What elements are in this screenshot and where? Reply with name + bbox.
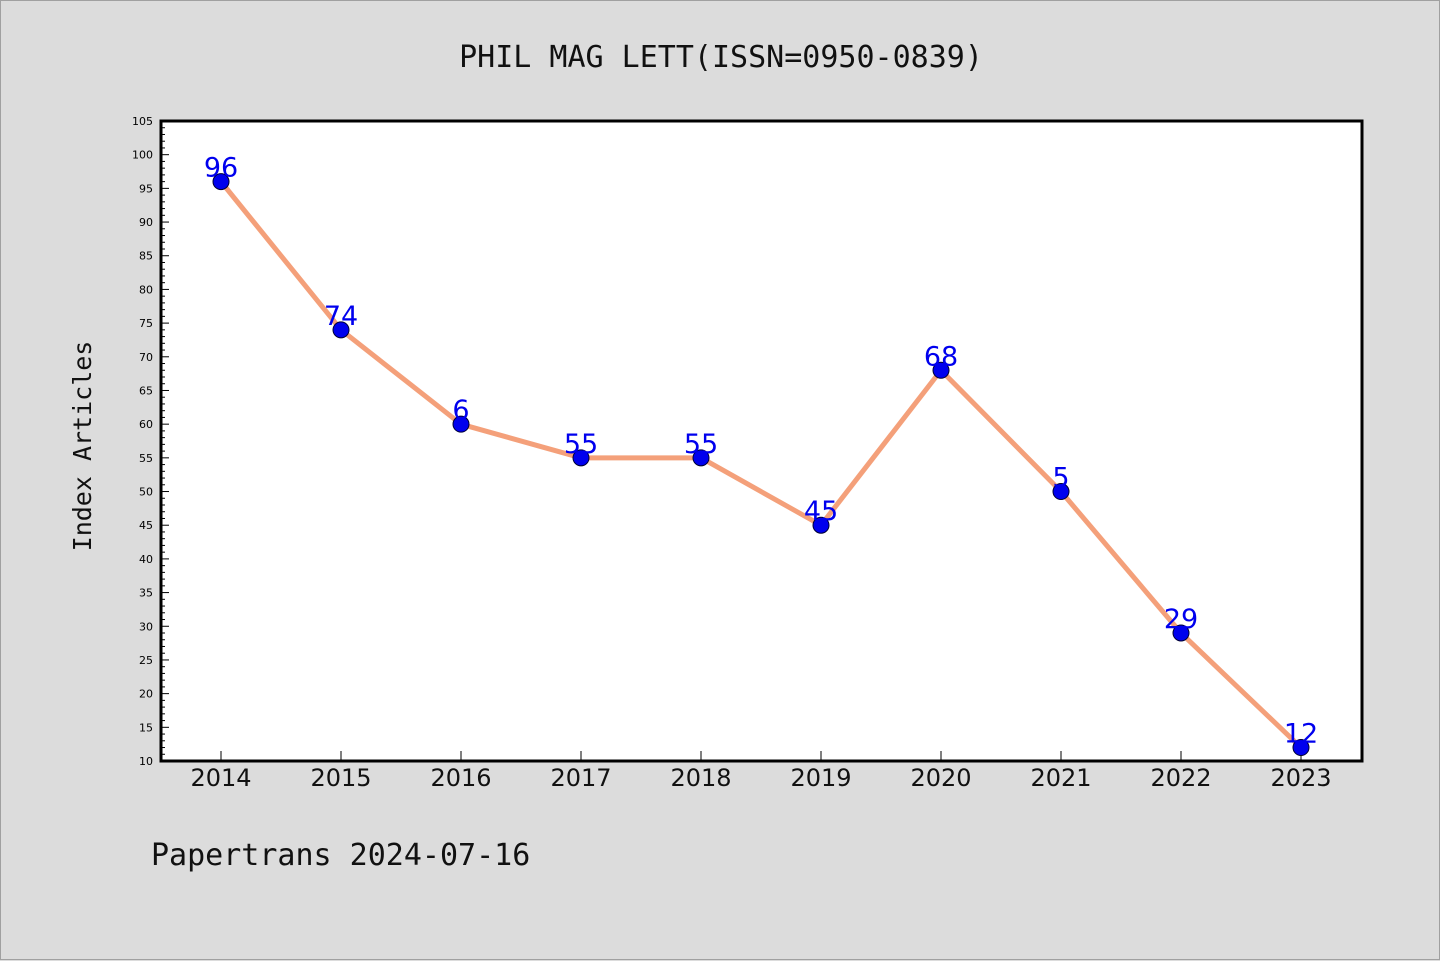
- y-tick-label: 30: [139, 620, 153, 633]
- y-tick-label: 95: [139, 182, 153, 195]
- data-point: [332, 321, 350, 339]
- x-tick-label: 2021: [1030, 764, 1091, 792]
- data-label: 29: [1164, 604, 1198, 635]
- data-label: 96: [204, 153, 238, 184]
- data-label: 5: [1052, 463, 1069, 494]
- marker-group: [212, 173, 1310, 757]
- footer-text: Papertrans 2024-07-16: [151, 838, 530, 873]
- x-tick-label: 2020: [910, 764, 971, 792]
- data-point: [812, 516, 830, 534]
- data-label: 68: [924, 341, 958, 372]
- y-tick-label: 80: [139, 283, 153, 296]
- y-tick-label: 45: [139, 519, 153, 532]
- y-tick-label: 65: [139, 384, 153, 397]
- data-point: [692, 449, 710, 467]
- y-tick-label: 90: [139, 216, 153, 229]
- data-label: 12: [1284, 719, 1318, 750]
- y-tick-label: 100: [132, 149, 153, 162]
- data-point: [452, 415, 470, 433]
- y-tick-label: 40: [139, 553, 153, 566]
- data-point: [1052, 483, 1070, 501]
- x-tick-label: 2016: [430, 764, 491, 792]
- x-axis-ticks: 2014 2015 2016 2017 2018 2019 2020 2021 2022 2023: [190, 751, 1332, 792]
- data-point: [212, 173, 230, 191]
- y-tick-label: 35: [139, 587, 153, 600]
- data-point: [1292, 739, 1310, 757]
- plot-area: [161, 121, 1362, 761]
- data-label: 55: [564, 429, 598, 460]
- data-label: 74: [324, 301, 358, 332]
- y-axis-label: Index Articles: [68, 341, 97, 552]
- x-tick-label: 2017: [550, 764, 611, 792]
- x-tick-label: 2019: [790, 764, 851, 792]
- y-tick-label: 60: [139, 418, 153, 431]
- y-tick-label: 105: [132, 115, 153, 128]
- y-tick-label: 25: [139, 654, 153, 667]
- x-tick-label: 2023: [1270, 764, 1331, 792]
- data-label: 6: [452, 395, 469, 426]
- data-label: 45: [804, 496, 838, 527]
- x-tick-label: 2014: [190, 764, 251, 792]
- y-tick-label: 55: [139, 452, 153, 465]
- series-line-group: [218, 179, 1304, 751]
- plot-border: [159, 119, 1364, 763]
- data-label-group: 96 74 6 55 55 45 68 5 29 12: [204, 153, 1318, 750]
- data-point: [1172, 624, 1190, 642]
- y-tick-label: 20: [139, 688, 153, 701]
- x-tick-label: 2022: [1150, 764, 1211, 792]
- y-tick-label: 10: [139, 755, 153, 768]
- y-tick-label: 75: [139, 317, 153, 330]
- data-label: 55: [684, 429, 718, 460]
- y-tick-label: 15: [139, 721, 153, 734]
- x-tick-label: 2018: [670, 764, 731, 792]
- y-tick-label: 85: [139, 250, 153, 263]
- y-tick-label: 50: [139, 486, 153, 499]
- y-tick-label: 70: [139, 351, 153, 364]
- chart-title: PHIL MAG LETT(ISSN=0950-0839): [459, 40, 983, 75]
- data-point: [932, 361, 950, 379]
- data-point: [572, 449, 590, 467]
- x-tick-label: 2015: [310, 764, 371, 792]
- series-line: [218, 179, 1304, 751]
